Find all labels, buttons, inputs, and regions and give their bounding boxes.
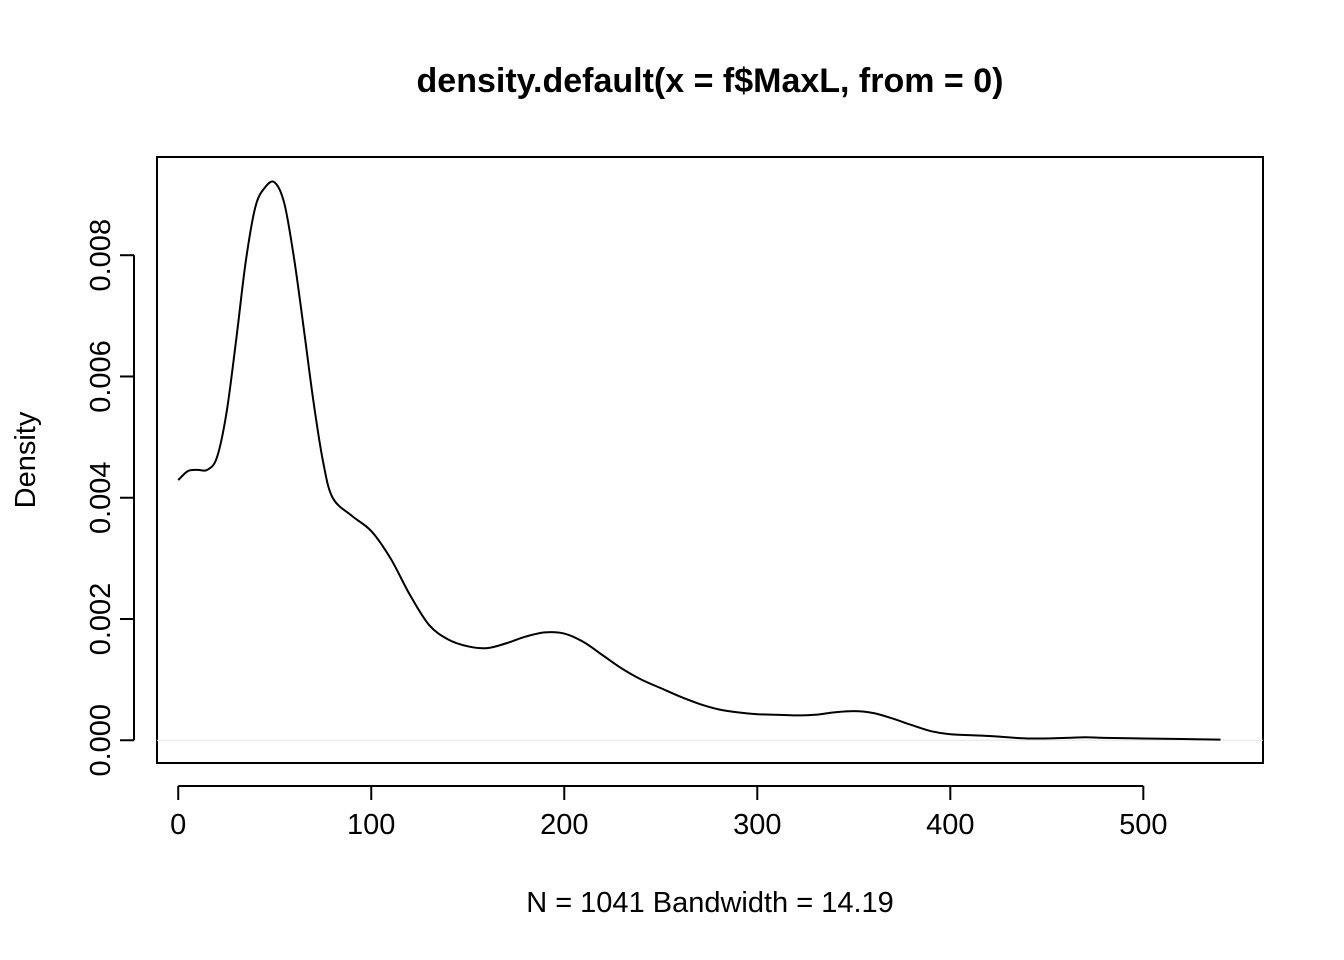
plot-frame bbox=[156, 156, 1264, 764]
x-tick-label: 500 bbox=[1119, 809, 1167, 841]
y-tick-label: 0.002 bbox=[85, 583, 117, 656]
x-axis-label: N = 1041 Bandwidth = 14.19 bbox=[526, 887, 894, 919]
x-tick-label: 200 bbox=[540, 809, 588, 841]
chart-title: density.default(x = f$MaxL, from = 0) bbox=[417, 62, 1004, 100]
x-tick-label: 0 bbox=[170, 809, 186, 841]
density-curve bbox=[177, 180, 1221, 741]
y-tick-label: 0.008 bbox=[85, 219, 117, 292]
y-tick-label: 0.000 bbox=[85, 704, 117, 777]
x-tick-label: 100 bbox=[347, 809, 395, 841]
y-axis-label: Density bbox=[10, 411, 42, 508]
y-tick-label: 0.004 bbox=[85, 461, 117, 534]
x-axis: 0 100 200 300 400 500 bbox=[170, 785, 1168, 841]
x-tick-label: 300 bbox=[733, 809, 781, 841]
x-tick-label: 400 bbox=[926, 809, 974, 841]
y-tick-label: 0.006 bbox=[85, 340, 117, 413]
y-axis: 0.000 0.002 0.004 0.006 0.008 bbox=[85, 219, 135, 777]
